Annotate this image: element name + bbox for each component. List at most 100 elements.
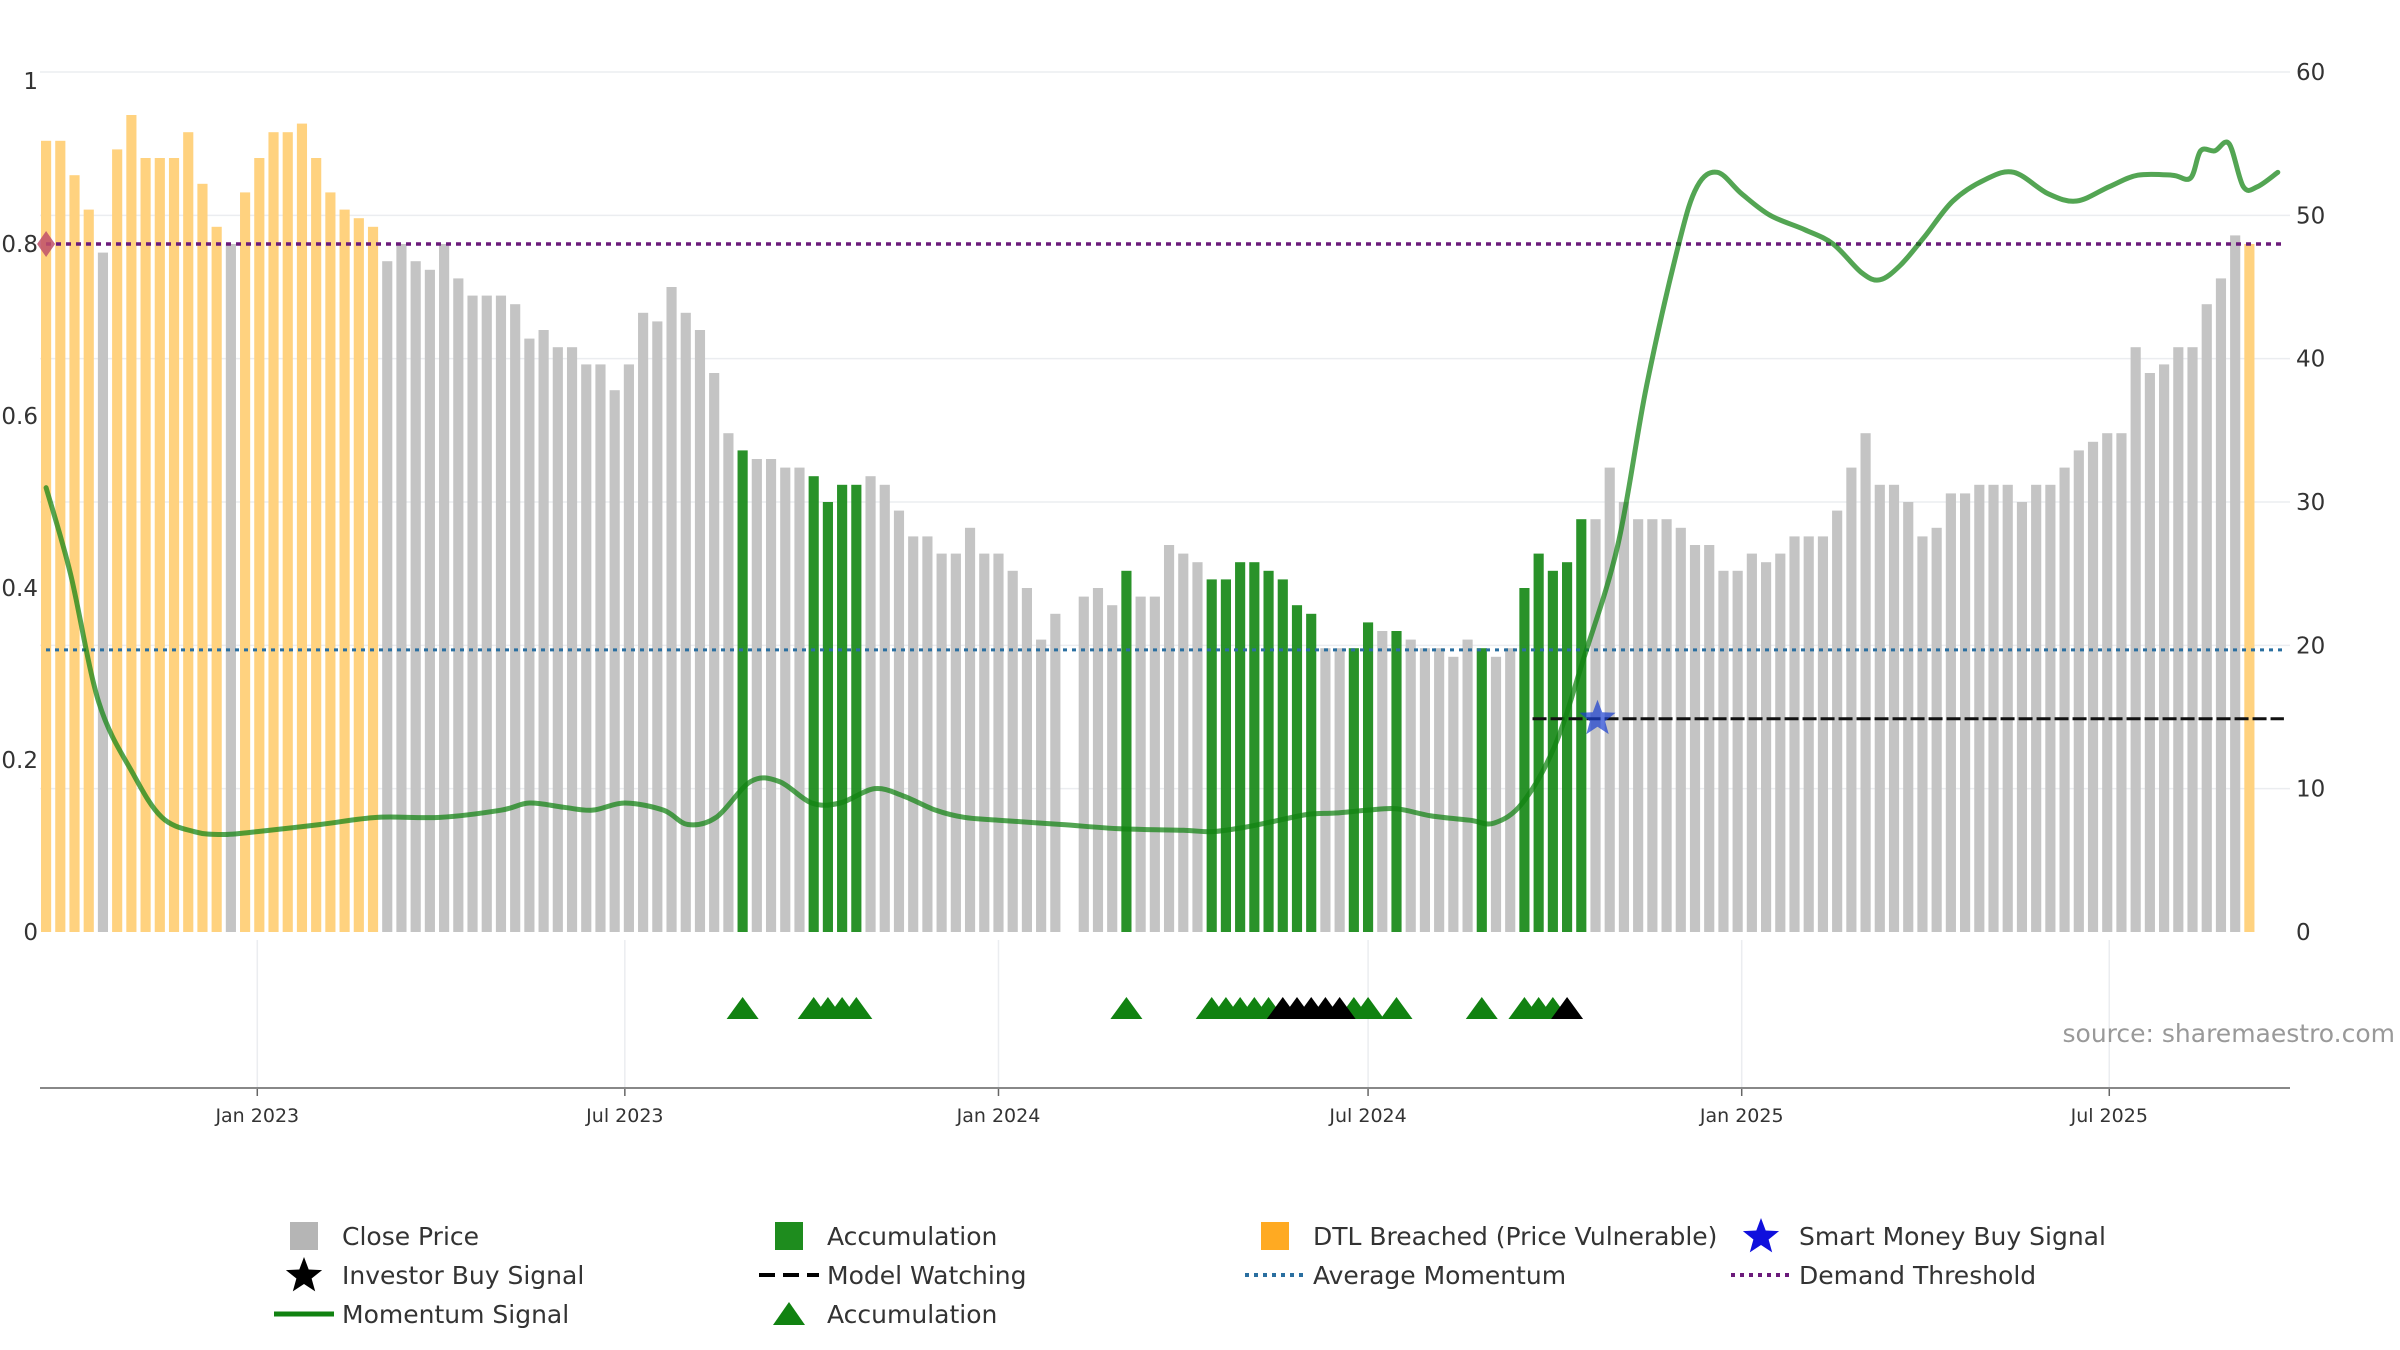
smart-money-buy-star (1579, 699, 1616, 735)
legend-label: Accumulation (827, 1299, 998, 1329)
price-bar (1846, 467, 1857, 932)
accumulation-bar (1306, 613, 1317, 932)
price-bar (1704, 545, 1715, 932)
legend-item: Accumulation (759, 1218, 997, 1254)
price-bar (1903, 502, 1914, 932)
legend-label: Investor Buy Signal (342, 1260, 585, 1290)
price-bar (993, 553, 1004, 932)
y-right-tick-label: 50 (2296, 203, 2325, 229)
x-tick-label: Jan 2025 (1699, 1105, 1784, 1127)
price-bar (2215, 278, 2227, 932)
accumulation-bar (1362, 622, 1374, 932)
legend-dotted-line-icon (1245, 1257, 1305, 1293)
price-bar (1832, 510, 1843, 932)
price-bar (1874, 484, 1885, 932)
accumulation-bar (1348, 648, 1359, 932)
accumulation-bar (1220, 579, 1231, 932)
price-bar (2144, 373, 2155, 932)
price-bar (382, 261, 393, 932)
price-bar (623, 364, 634, 932)
legend-label: Average Momentum (1313, 1260, 1567, 1290)
accumulation-bar (1561, 562, 1573, 932)
price-bar (1618, 502, 1630, 932)
x-tick-label: Jul 2023 (585, 1105, 663, 1127)
price-bar (2045, 484, 2056, 932)
accumulation-triangle (1380, 997, 1413, 1019)
y-left-tick-label: 0.2 (1, 748, 38, 774)
price-bar (723, 433, 734, 932)
price-bar (1931, 527, 1942, 932)
price-bar (950, 553, 961, 932)
price-bar (225, 244, 236, 932)
dtl-breached-bar (83, 209, 94, 933)
price-bar (780, 467, 791, 932)
price-bar (1675, 527, 1686, 932)
dtl-breached-bar (197, 183, 208, 933)
price-bar (2130, 347, 2141, 932)
accumulation-bar (1576, 519, 1587, 932)
price-bar (1604, 467, 1615, 932)
price-bar (1050, 613, 1061, 932)
price-bar (2173, 347, 2184, 932)
legend-item: Momentum Signal (274, 1296, 569, 1332)
price-bar (609, 390, 620, 932)
price-bar (1135, 596, 1146, 932)
dtl-breached-bar (339, 209, 350, 933)
legend-triangle-icon (759, 1296, 819, 1332)
legend-item: Model Watching (759, 1257, 1027, 1293)
accumulation-bar (837, 484, 848, 932)
demand-threshold-marker (37, 231, 56, 257)
dtl-breached-bar (296, 123, 308, 933)
source-label: source: sharemaestro.com (2063, 1019, 2396, 1048)
price-bar (694, 330, 706, 932)
accumulation-bar (1519, 588, 1530, 932)
price-bar (751, 459, 762, 932)
price-bar (1178, 553, 1189, 932)
legend-star-icon (274, 1257, 334, 1293)
dtl-breached-bar (154, 158, 165, 932)
price-bar (538, 330, 549, 932)
accumulation-bar (851, 484, 862, 932)
accumulation-bar (1476, 648, 1487, 932)
y-right-tick-label: 10 (2296, 777, 2325, 803)
x-tick-label: Jul 2025 (2070, 1105, 2148, 1127)
price-bar (410, 261, 421, 932)
y-right-tick-label: 0 (2296, 920, 2311, 946)
price-bar (1633, 519, 1644, 932)
price-bar (1434, 648, 1445, 932)
price-bar (964, 527, 976, 932)
price-bar (2187, 347, 2198, 932)
price-bar (566, 347, 578, 932)
y-right-tick-label: 60 (2296, 60, 2325, 86)
price-bar (2116, 433, 2127, 932)
price-bar (979, 553, 990, 932)
dtl-breached-bar (282, 132, 293, 932)
price-bar (1945, 493, 1956, 932)
accumulation-bar (1277, 579, 1288, 932)
price-bar (1775, 553, 1786, 932)
dtl-breached-bar (183, 132, 194, 932)
accumulation-bar (822, 502, 833, 932)
price-bar (439, 244, 450, 932)
price-bar (1647, 519, 1658, 932)
price-bar (1761, 562, 1772, 932)
y-left-tick-label: 0 (23, 920, 38, 946)
dtl-breached-bar (168, 158, 180, 932)
legend: Close Price Accumulation DTL Breached (Pri… (274, 1212, 2210, 1332)
price-bar (595, 364, 606, 932)
legend-dash-icon (759, 1257, 819, 1293)
accumulation-triangle (726, 997, 759, 1019)
legend-item: Accumulation (759, 1296, 997, 1332)
dtl-breached-bar (311, 158, 322, 932)
price-bar (865, 476, 876, 932)
price-bar (2059, 467, 2070, 932)
price-bar (936, 553, 947, 932)
accumulation-bar (1249, 562, 1260, 932)
reference-lines (46, 242, 2285, 721)
price-bar (2102, 433, 2113, 932)
momentum-signal (43, 139, 2281, 838)
legend-item: Smart Money Buy Signal (1731, 1218, 2106, 1254)
price-bar (765, 459, 777, 932)
price-bar (1888, 484, 1900, 932)
